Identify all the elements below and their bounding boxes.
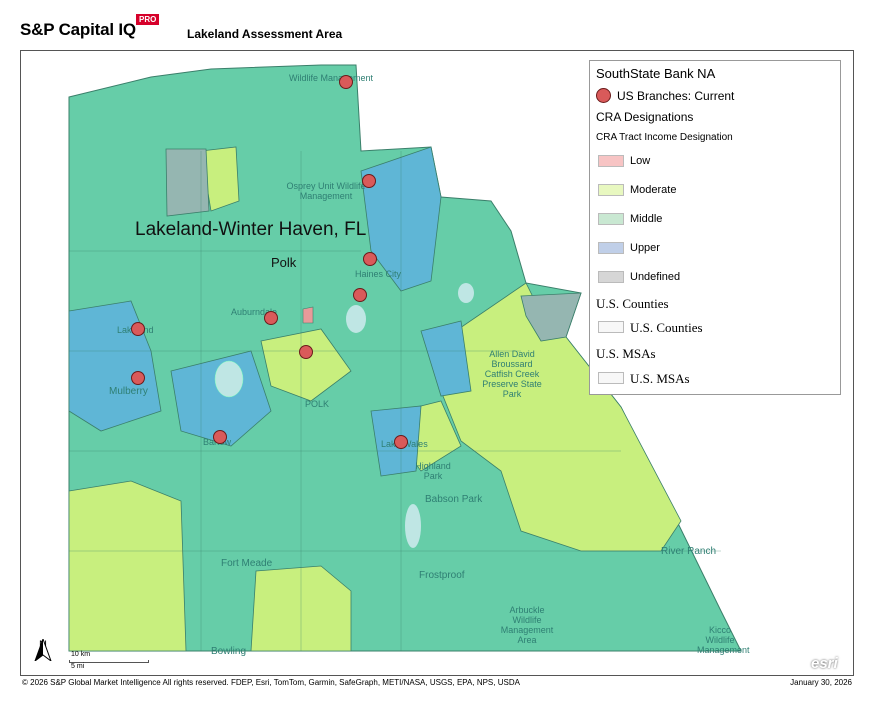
copyright-text: © 2026 S&P Global Market Intelligence Al… bbox=[22, 678, 520, 687]
branch-marker[interactable] bbox=[264, 311, 278, 325]
branch-legend-label: US Branches: Current bbox=[617, 89, 735, 103]
brand-logo: S&P Capital IQ bbox=[20, 20, 136, 39]
legend-item-msas: U.S. MSAs bbox=[630, 371, 690, 386]
branch-marker[interactable] bbox=[299, 345, 313, 359]
legend-title: SouthState Bank NA bbox=[596, 66, 716, 81]
tract-lines bbox=[69, 151, 721, 651]
msa-label: Lakeland-Winter Haven, FL bbox=[135, 219, 367, 240]
scale-km: 10 km bbox=[71, 651, 91, 658]
north-arrow: N bbox=[33, 639, 53, 675]
undefined-tract-east bbox=[520, 292, 582, 342]
undefined-swatch bbox=[598, 271, 624, 283]
branch-marker[interactable] bbox=[353, 288, 367, 302]
low-tract bbox=[302, 306, 314, 324]
pro-badge: PRO bbox=[136, 14, 160, 25]
undefined-tract-north bbox=[165, 148, 210, 217]
place-label: Frostproof bbox=[419, 570, 465, 581]
lake-hamilton bbox=[346, 305, 366, 333]
lake-east bbox=[458, 283, 474, 303]
moderate-swatch bbox=[598, 184, 624, 196]
moderate-tract-mid bbox=[260, 328, 352, 402]
branch-legend-icon bbox=[596, 88, 611, 103]
upper-swatch bbox=[598, 242, 624, 254]
place-label: Osprey Unit Wildlife Management bbox=[286, 181, 366, 201]
branch-marker[interactable] bbox=[131, 322, 145, 336]
msas-swatch bbox=[598, 372, 624, 384]
esri-logo: esri bbox=[811, 655, 838, 672]
north-arrow-icon bbox=[34, 639, 52, 661]
place-label: Bowling bbox=[211, 646, 247, 657]
legend-item-moderate: Moderate bbox=[630, 184, 677, 196]
legend-item-upper: Upper bbox=[630, 242, 660, 254]
scale-mi: 5 mi bbox=[71, 663, 85, 670]
upper-tract-east bbox=[420, 320, 472, 397]
counties-swatch bbox=[598, 321, 624, 333]
place-label: Allen David Broussard Catfish Creek Pres… bbox=[482, 349, 542, 399]
legend-item-undefined: Undefined bbox=[630, 271, 681, 283]
cra-heading: CRA Designations bbox=[596, 110, 694, 124]
legend-item-low: Low bbox=[630, 155, 651, 167]
lake-wales-lake bbox=[405, 504, 421, 548]
place-label: Babson Park bbox=[425, 494, 483, 505]
place-label: Arbuckle Wildlife Management Area bbox=[500, 605, 554, 645]
place-label: River Ranch bbox=[661, 546, 717, 557]
legend-item-counties: U.S. Counties bbox=[630, 320, 703, 335]
branch-marker[interactable] bbox=[363, 252, 377, 266]
upper-tract-bartow bbox=[170, 350, 272, 447]
branch-marker[interactable] bbox=[131, 371, 145, 385]
middle-swatch bbox=[598, 213, 624, 225]
moderate-tract-southwest bbox=[68, 480, 187, 652]
map-view[interactable]: Lakeland-Winter Haven, FL Polk Wildlife … bbox=[20, 50, 854, 676]
branch-marker[interactable] bbox=[213, 430, 227, 444]
place-label: Haines City bbox=[355, 269, 402, 279]
scale-line bbox=[69, 660, 149, 663]
county-label: Polk bbox=[271, 255, 297, 270]
place-label: Auburndale bbox=[231, 307, 278, 317]
low-swatch bbox=[598, 155, 624, 167]
msas-heading: U.S. MSAs bbox=[596, 346, 656, 361]
branch-marker[interactable] bbox=[339, 75, 353, 89]
place-label: Mulberry bbox=[109, 386, 148, 397]
branch-marker[interactable] bbox=[394, 435, 408, 449]
report-date: January 30, 2026 bbox=[790, 678, 852, 687]
place-label: POLK bbox=[305, 399, 330, 409]
map-canvas bbox=[68, 64, 742, 652]
place-label: Wildlife Management bbox=[289, 73, 374, 83]
page-title: Lakeland Assessment Area bbox=[187, 27, 343, 41]
legend-item-middle: Middle bbox=[630, 213, 663, 225]
lake-hancock bbox=[214, 360, 244, 398]
scale-bar: 10 km 5 mi bbox=[69, 651, 149, 671]
branch-marker[interactable] bbox=[362, 174, 376, 188]
place-label: Kicco Wildlife Management bbox=[697, 625, 750, 655]
counties-heading: U.S. Counties bbox=[596, 296, 669, 311]
place-label: Fort Meade bbox=[221, 558, 273, 569]
cra-subheading: CRA Tract Income Designation bbox=[596, 132, 733, 143]
map-legend: SouthState Bank NA US Branches: Current … bbox=[589, 60, 841, 395]
place-label: Highland Park bbox=[415, 461, 451, 481]
